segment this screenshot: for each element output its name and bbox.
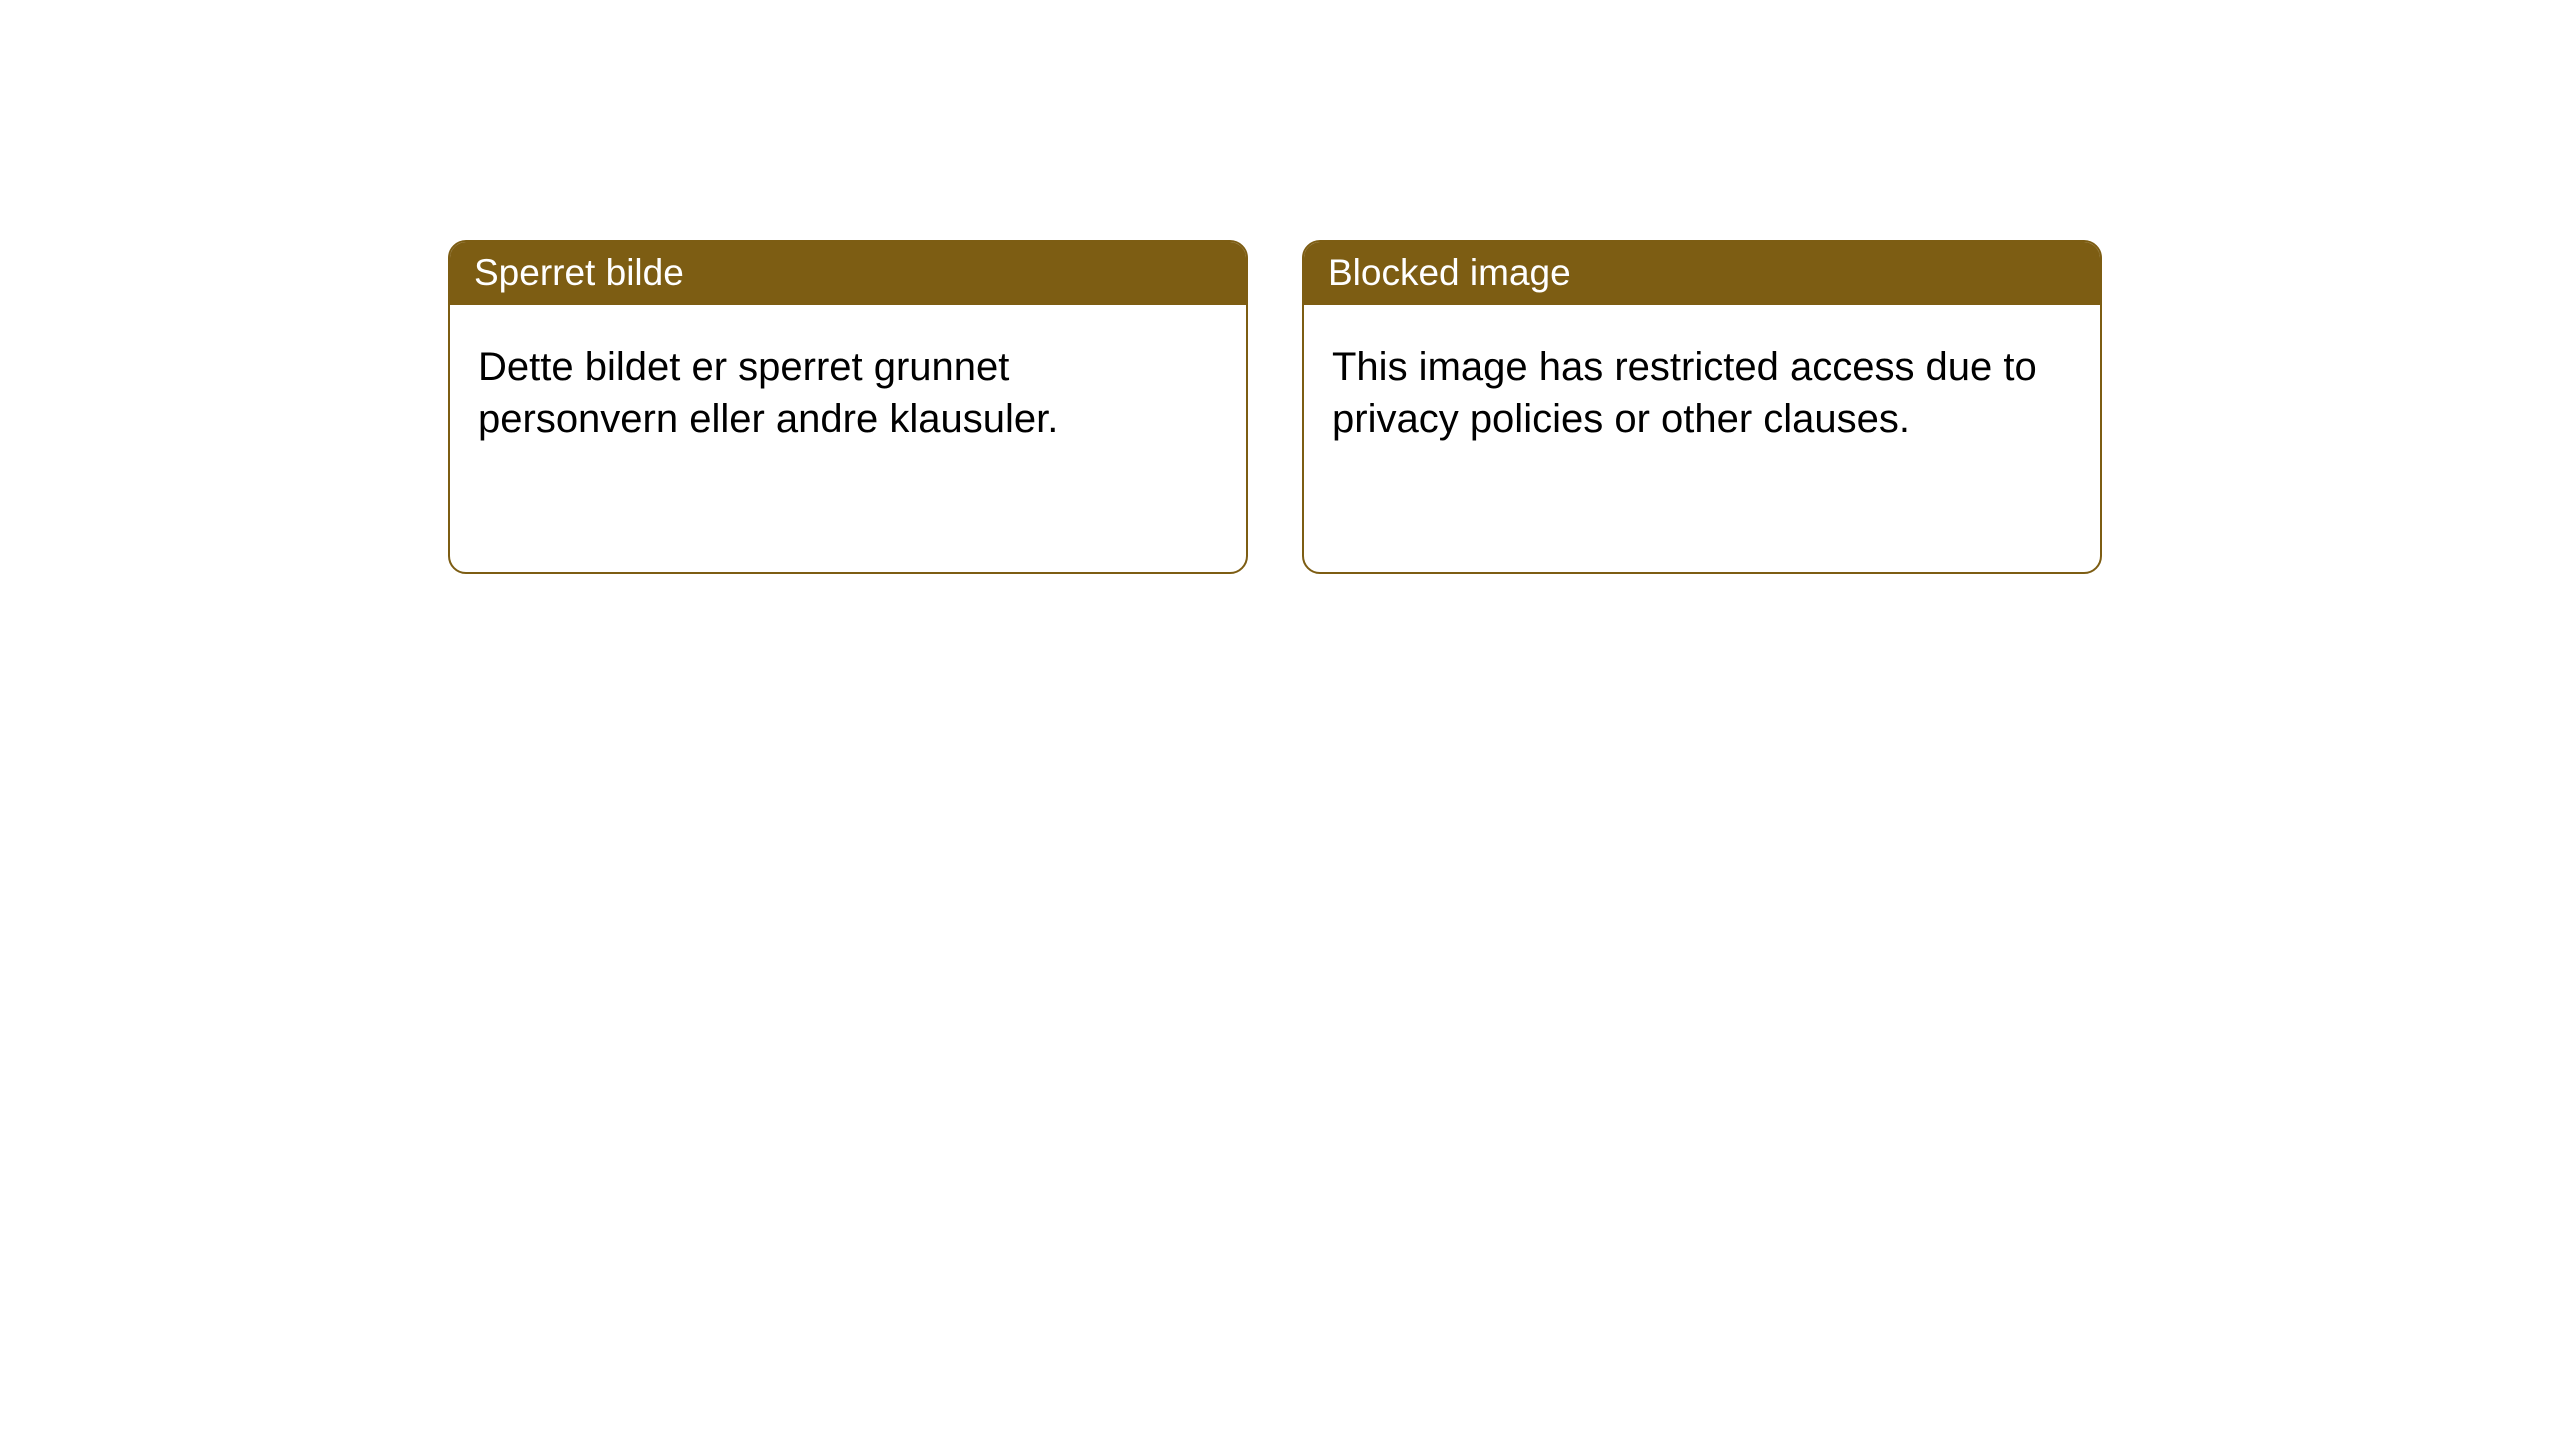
card-body-no: Dette bildet er sperret grunnet personve…: [450, 305, 1246, 481]
blocked-image-card-no: Sperret bilde Dette bildet er sperret gr…: [448, 240, 1248, 574]
blocked-image-cards: Sperret bilde Dette bildet er sperret gr…: [448, 240, 2102, 574]
card-header-no: Sperret bilde: [450, 242, 1246, 305]
card-title-no: Sperret bilde: [474, 252, 684, 293]
card-body-text-en: This image has restricted access due to …: [1332, 345, 2037, 441]
card-header-en: Blocked image: [1304, 242, 2100, 305]
card-body-en: This image has restricted access due to …: [1304, 305, 2100, 481]
card-body-text-no: Dette bildet er sperret grunnet personve…: [478, 345, 1058, 441]
blocked-image-card-en: Blocked image This image has restricted …: [1302, 240, 2102, 574]
card-title-en: Blocked image: [1328, 252, 1571, 293]
